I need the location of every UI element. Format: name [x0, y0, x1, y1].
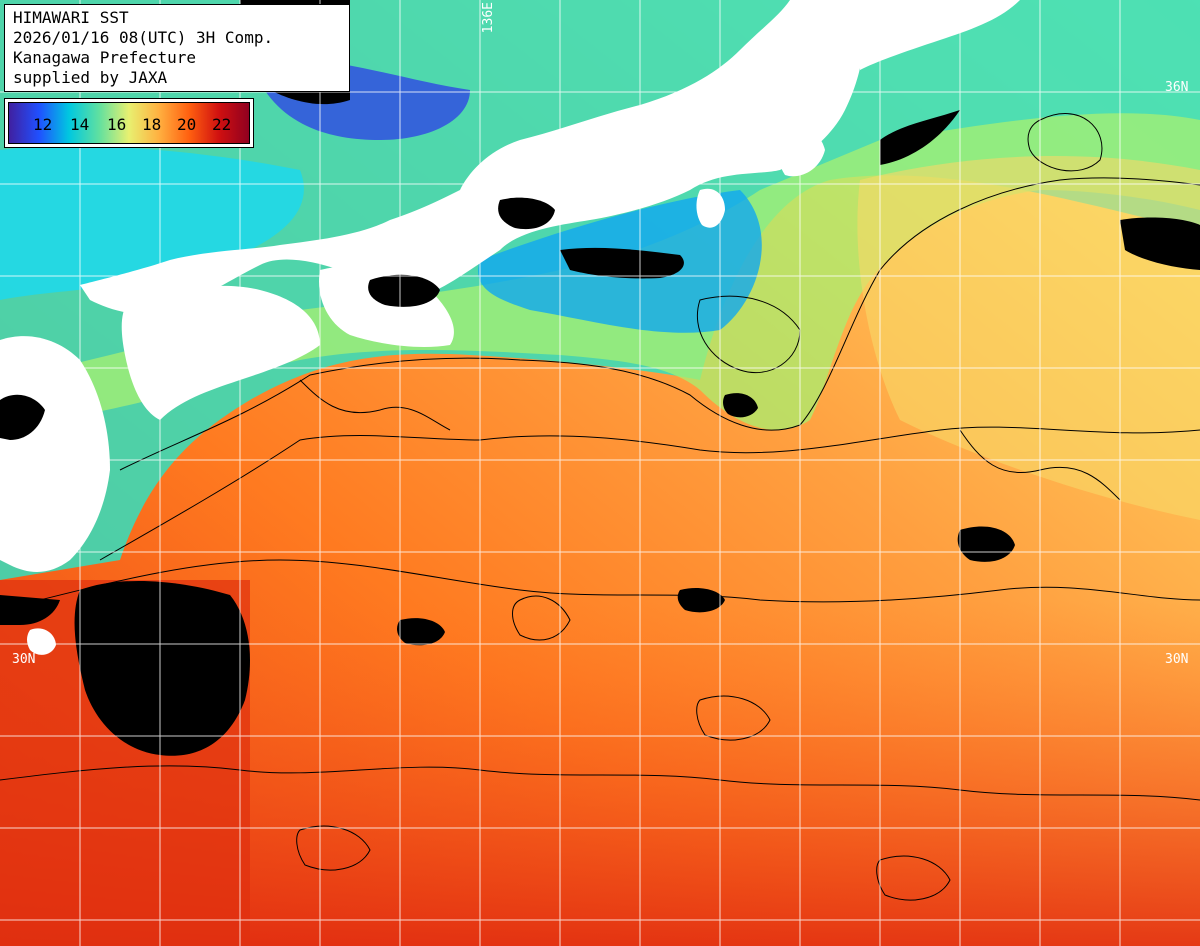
lon-label-136e: 136E: [481, 2, 496, 34]
lat-label-33n: 33: [8, 373, 24, 388]
cyan-west-water: [0, 146, 304, 300]
northeast-land: [860, 0, 1020, 70]
legend-tick: 16: [107, 115, 127, 134]
legend-tick: 22: [212, 115, 232, 134]
legend-tick: 12: [33, 115, 53, 134]
legend-tick: 14: [70, 115, 90, 134]
legend-tick: 20: [177, 115, 197, 134]
shikoku-land: [121, 285, 320, 420]
title-box: HIMAWARI SST 2026/01/16 08(UTC) 3H Comp.…: [4, 4, 350, 92]
honshu-land: [80, 0, 865, 315]
lat-label-36n: 36N: [1165, 80, 1189, 95]
yakushima-land: [27, 628, 56, 655]
lat-label-30n-left: 30N: [12, 652, 36, 667]
title-product: HIMAWARI SST: [13, 8, 129, 27]
lat-label-30n-right: 30N: [1165, 652, 1189, 667]
title-region: Kanagawa Prefecture: [13, 48, 197, 67]
kyushu-land: [0, 336, 110, 572]
legend-color-bar: 12 14 16 18 20 22: [8, 102, 250, 144]
izu-land: [696, 188, 725, 228]
legend-tick: 18: [142, 115, 162, 134]
yellow-east-water: [857, 156, 1200, 521]
isotherm-contours: [0, 113, 1200, 901]
color-legend: 12 14 16 18 20 22: [4, 98, 254, 148]
title-datetime: 2026/01/16 08(UTC) 3H Comp.: [13, 28, 274, 47]
title-credit: supplied by JAXA: [13, 68, 168, 87]
boso-land: [776, 126, 825, 177]
